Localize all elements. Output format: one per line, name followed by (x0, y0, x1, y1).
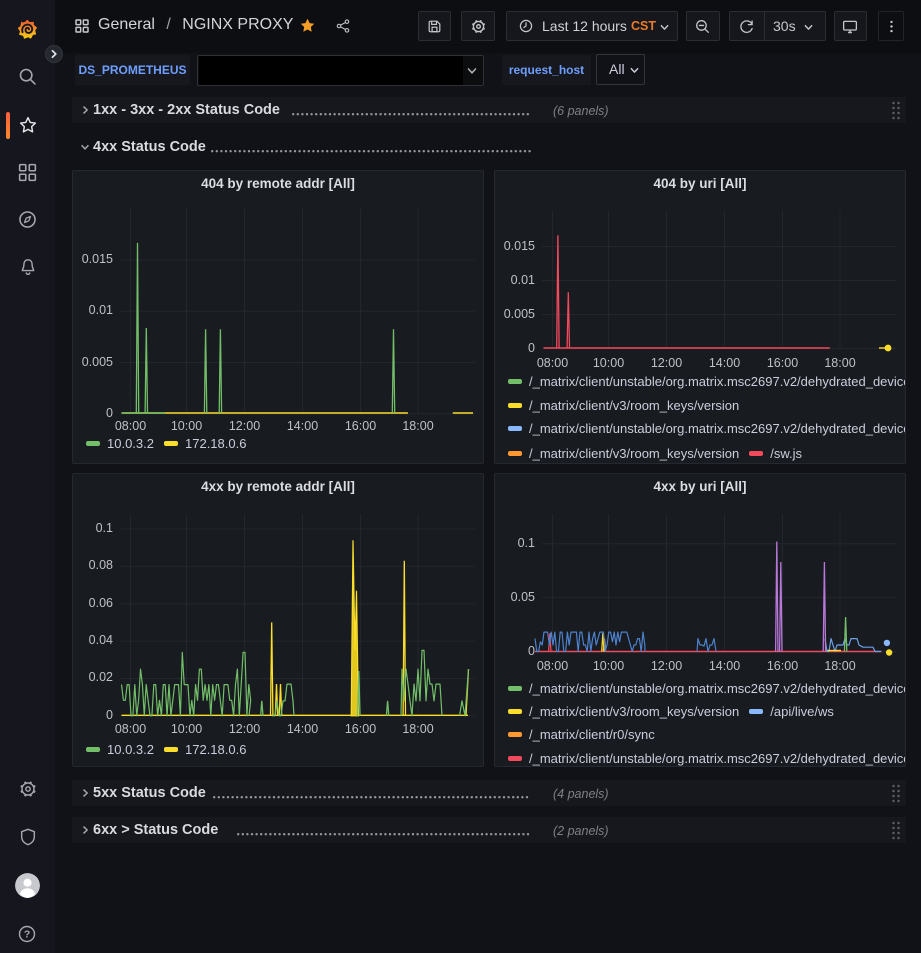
svg-text:?: ? (24, 930, 30, 941)
